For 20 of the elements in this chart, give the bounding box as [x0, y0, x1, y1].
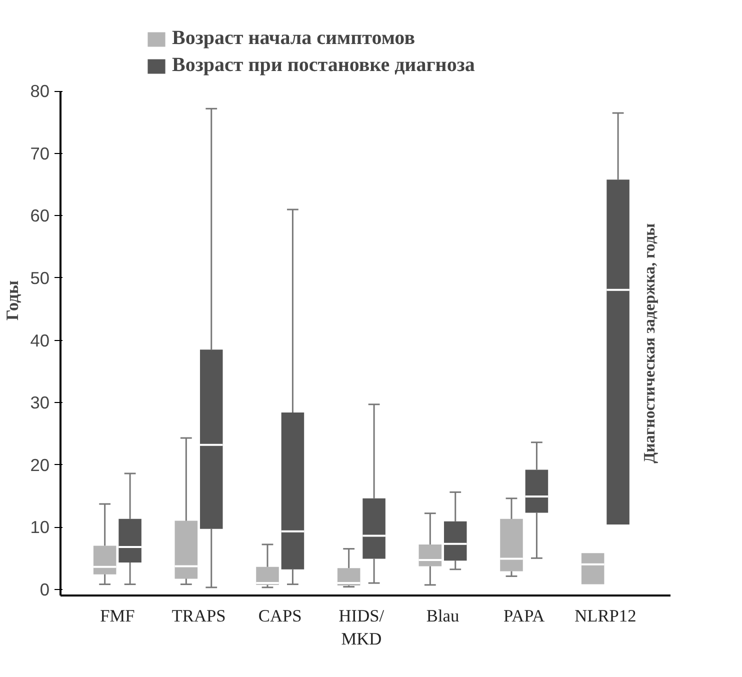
y-tick-label: 30	[30, 392, 50, 413]
annotation: Диагностическая задержка, годы	[642, 222, 659, 464]
y-tick-label: 80	[30, 81, 50, 102]
y-tick-label: 40	[30, 330, 50, 350]
x-tick-label: HIDS/ MKD	[338, 606, 384, 648]
x-tick-label: NLRP12	[574, 606, 636, 626]
y-tick-label: 70	[30, 143, 50, 164]
y-tick-label: 0	[40, 579, 50, 600]
y-tick-label: 10	[30, 517, 50, 538]
y-tick-label: 20	[30, 454, 50, 475]
x-tick-label: FMF	[100, 606, 136, 626]
x-tick-label: PAPA	[504, 606, 546, 626]
x-tick-label: Blau	[426, 606, 460, 626]
legend-label: Возраст при постановке диагноза	[172, 54, 475, 77]
x-tick-label: TRAPS	[172, 606, 226, 626]
y-tick-label: 50	[30, 268, 50, 288]
x-tick-label: CAPS	[258, 606, 302, 626]
y-tick-label: 60	[30, 206, 50, 226]
y-axis-title: Годы	[3, 280, 22, 320]
legend-label: Возраст начала симптомов	[172, 27, 415, 50]
